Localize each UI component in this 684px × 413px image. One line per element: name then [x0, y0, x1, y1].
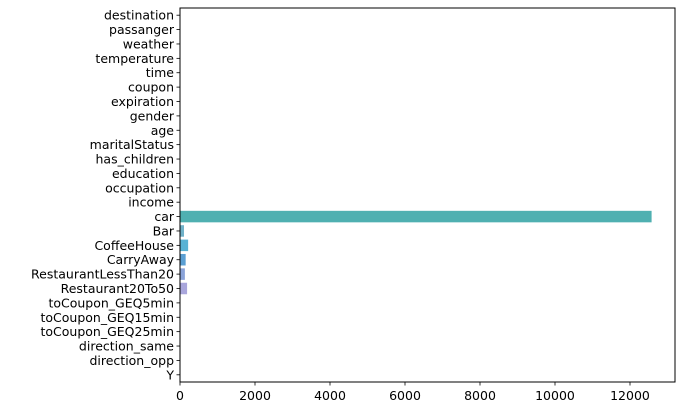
y-tick-label-age: age	[151, 123, 175, 138]
y-tick-label-temperature: temperature	[95, 51, 174, 66]
bar-bar	[180, 225, 185, 237]
bar-coffeehouse	[180, 239, 189, 252]
plot-background	[180, 8, 675, 382]
y-tick-label-maritalstatus: maritalStatus	[90, 137, 174, 152]
y-tick-label-income: income	[128, 195, 174, 210]
y-tick-label-restaurant20to50: Restaurant20To50	[61, 281, 174, 296]
y-tick-label-car: car	[154, 209, 175, 224]
x-tick-label-4000: 4000	[314, 388, 346, 403]
y-tick-label-tocoupon-geq15min: toCoupon_GEQ15min	[40, 310, 174, 325]
y-tick-label-passanger: passanger	[109, 22, 175, 37]
y-tick-label-education: education	[112, 166, 174, 181]
y-tick-label-has-children: has_children	[96, 152, 175, 167]
bars-group	[180, 210, 652, 295]
y-tick-label-y: Y	[165, 367, 174, 382]
x-tick-label-10000: 10000	[535, 388, 575, 403]
y-tick-label-direction-same: direction_same	[79, 339, 174, 354]
x-tick-label-2000: 2000	[239, 388, 271, 403]
y-tick-label-gender: gender	[130, 108, 175, 123]
y-tick-label-weather: weather	[123, 36, 175, 51]
y-tick-label-direction-opp: direction_opp	[89, 353, 174, 368]
y-tick-label-tocoupon-geq5min: toCoupon_GEQ5min	[48, 295, 174, 310]
x-tick-label-6000: 6000	[389, 388, 421, 403]
y-tick-label-occupation: occupation	[105, 180, 174, 195]
y-tick-label-restaurantlessthan20: RestaurantLessThan20	[31, 267, 174, 282]
x-tick-label-0: 0	[176, 388, 184, 403]
y-tick-label-time: time	[146, 65, 175, 80]
bar-car	[180, 210, 652, 223]
bar-restaurantlessthan20	[180, 268, 185, 280]
y-tick-label-coffeehouse: CoffeeHouse	[94, 238, 174, 253]
y-tick-label-carryaway: CarryAway	[107, 252, 175, 267]
x-tick-label-8000: 8000	[464, 388, 496, 403]
plot-frame	[179, 7, 676, 383]
y-axis-ticks: destinationpassangerweathertemperatureti…	[31, 8, 180, 382]
y-tick-label-coupon: coupon	[128, 80, 174, 95]
bar-restaurant20to50	[180, 282, 188, 295]
y-tick-label-destination: destination	[104, 8, 174, 23]
x-tick-label-12000: 12000	[610, 388, 650, 403]
y-tick-label-bar: Bar	[153, 223, 175, 238]
bar-carryaway	[180, 253, 186, 266]
x-axis-ticks: 0 2000 4000 6000 8000 10000 12000	[176, 382, 650, 403]
y-tick-label-expiration: expiration	[111, 94, 174, 109]
y-tick-label-tocoupon-geq25min: toCoupon_GEQ25min	[40, 324, 174, 339]
